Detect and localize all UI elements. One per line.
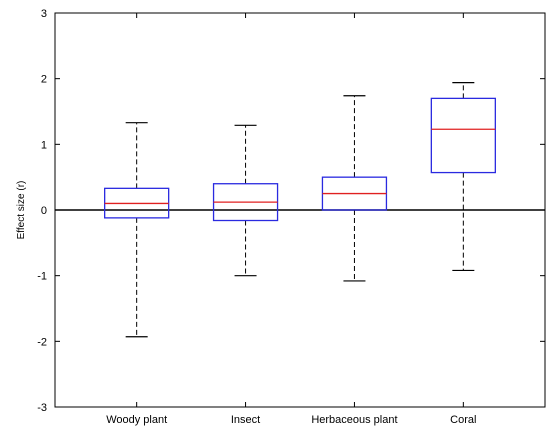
box-4 [430, 82, 496, 272]
y-tick-label: 1 [41, 139, 47, 151]
x-tick-label: Insect [231, 414, 260, 426]
box-1 [104, 122, 170, 338]
x-tick-label: Herbaceous plant [311, 414, 397, 426]
x-tick-label: Coral [450, 414, 476, 426]
box-3 [321, 95, 388, 282]
y-tick-label: 2 [41, 74, 47, 86]
x-axis: Woody plant Insect Herbaceous plant Coral [106, 13, 476, 426]
y-tick-label: -2 [37, 336, 47, 348]
y-tick-label: -1 [37, 271, 47, 283]
y-axis-title: Effect size (r) [16, 181, 27, 240]
box-iqr [430, 97, 496, 174]
y-tick-label: -3 [37, 402, 47, 414]
y-tick-label: 3 [41, 8, 47, 20]
box-series [55, 82, 545, 338]
box-2 [212, 124, 279, 277]
x-tick-label: Woody plant [106, 414, 167, 426]
y-tick-label: 0 [41, 205, 47, 217]
